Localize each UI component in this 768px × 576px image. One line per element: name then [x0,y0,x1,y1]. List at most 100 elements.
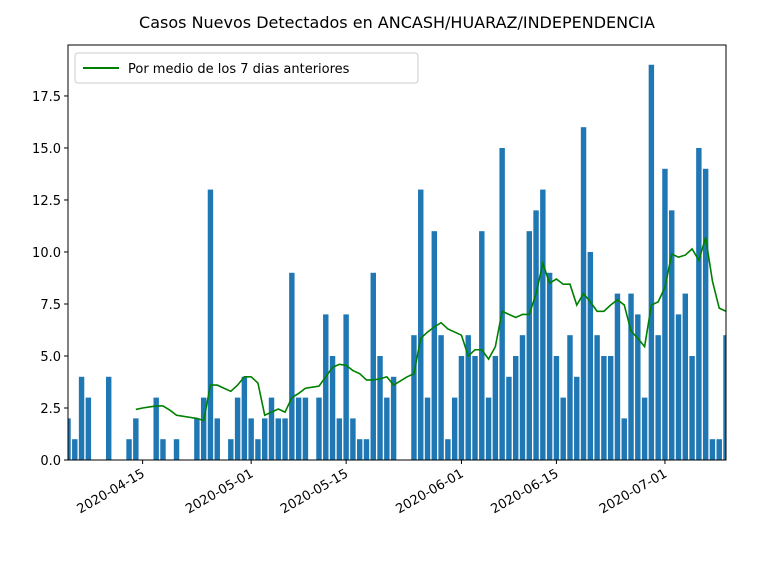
bar [377,355,383,460]
bar [295,397,302,460]
bar [248,418,254,460]
bar [614,293,621,460]
x-tick-label: 2020-07-01 [597,466,670,517]
y-tick-label: 12.5 [32,194,61,209]
bar [200,397,207,460]
bar [411,335,417,460]
bar [424,397,431,460]
y-tick-label: 2.5 [40,402,61,417]
bar [506,376,512,460]
bar [546,272,553,460]
bar [540,189,546,460]
bar [682,293,689,460]
bar [445,439,451,460]
bar [78,376,85,460]
bar [255,439,261,460]
x-tick-label: 2020-06-01 [394,466,467,517]
bar [133,418,139,460]
moving-average-line [135,237,726,422]
bar [370,272,376,460]
bar [194,418,200,460]
bar [160,439,166,460]
bar [323,314,329,460]
bar [702,168,709,460]
bar [418,189,424,460]
bar [533,210,539,460]
bar [675,314,682,460]
bar [207,189,214,460]
bar [519,335,526,460]
bar [302,397,309,460]
plot-area [68,64,726,460]
x-tick-label: 2020-04-15 [75,466,148,517]
bar [594,335,600,460]
chart-title: Casos Nuevos Detectados en ANCASH/HUARAZ… [139,13,655,32]
bar [628,293,634,460]
bar [709,439,716,460]
y-tick-label: 5.0 [40,350,61,365]
bar [316,397,322,460]
bar [479,231,485,460]
bar [241,376,248,460]
bar [574,376,580,460]
bar [275,418,282,460]
legend: Por medio de los 7 dias anteriores [74,52,419,84]
bar [356,439,363,460]
bar [282,418,288,460]
bar [153,397,159,460]
bar [105,376,112,460]
bar [173,439,180,460]
bar [696,147,702,460]
y-tick-label: 0.0 [40,454,61,469]
bar [451,397,458,460]
bar [329,355,336,460]
bar [214,418,220,460]
bar [268,397,275,460]
axes-frame [67,44,727,461]
bar [458,355,465,460]
x-tick-label: 2020-05-01 [183,466,256,517]
x-tick-label: 2020-05-15 [278,466,351,517]
bar [553,355,560,460]
bar [662,168,668,460]
bar [512,355,519,460]
bar [336,418,343,460]
legend-label: Por medio de los 7 dias anteriores [128,62,350,77]
bar [262,418,268,460]
bar [560,397,566,460]
bar [621,418,627,460]
bar [485,397,492,460]
bar [85,397,92,460]
x-tick-label: 2020-06-15 [488,466,561,517]
bar [648,64,655,460]
bar [601,355,607,460]
bar [641,397,648,460]
bar [343,314,349,460]
bar [431,231,438,460]
bar [465,335,471,460]
bar [669,210,675,460]
bar [438,335,444,460]
bar [567,335,573,460]
bar [384,397,390,460]
bar [234,397,241,460]
bar [723,335,726,460]
bar [655,335,661,460]
bar [492,355,499,460]
bar [228,439,234,460]
bar [689,355,695,460]
bar [126,439,132,460]
y-tick-label: 10.0 [32,246,61,261]
bar [350,418,356,460]
bar [607,355,614,460]
bar [390,376,397,460]
bar [289,272,295,460]
bar [68,418,71,460]
bar [363,439,370,460]
bar [587,251,594,460]
bar [472,355,478,460]
y-tick-label: 17.5 [32,90,61,105]
y-tick-label: 7.5 [40,298,61,313]
